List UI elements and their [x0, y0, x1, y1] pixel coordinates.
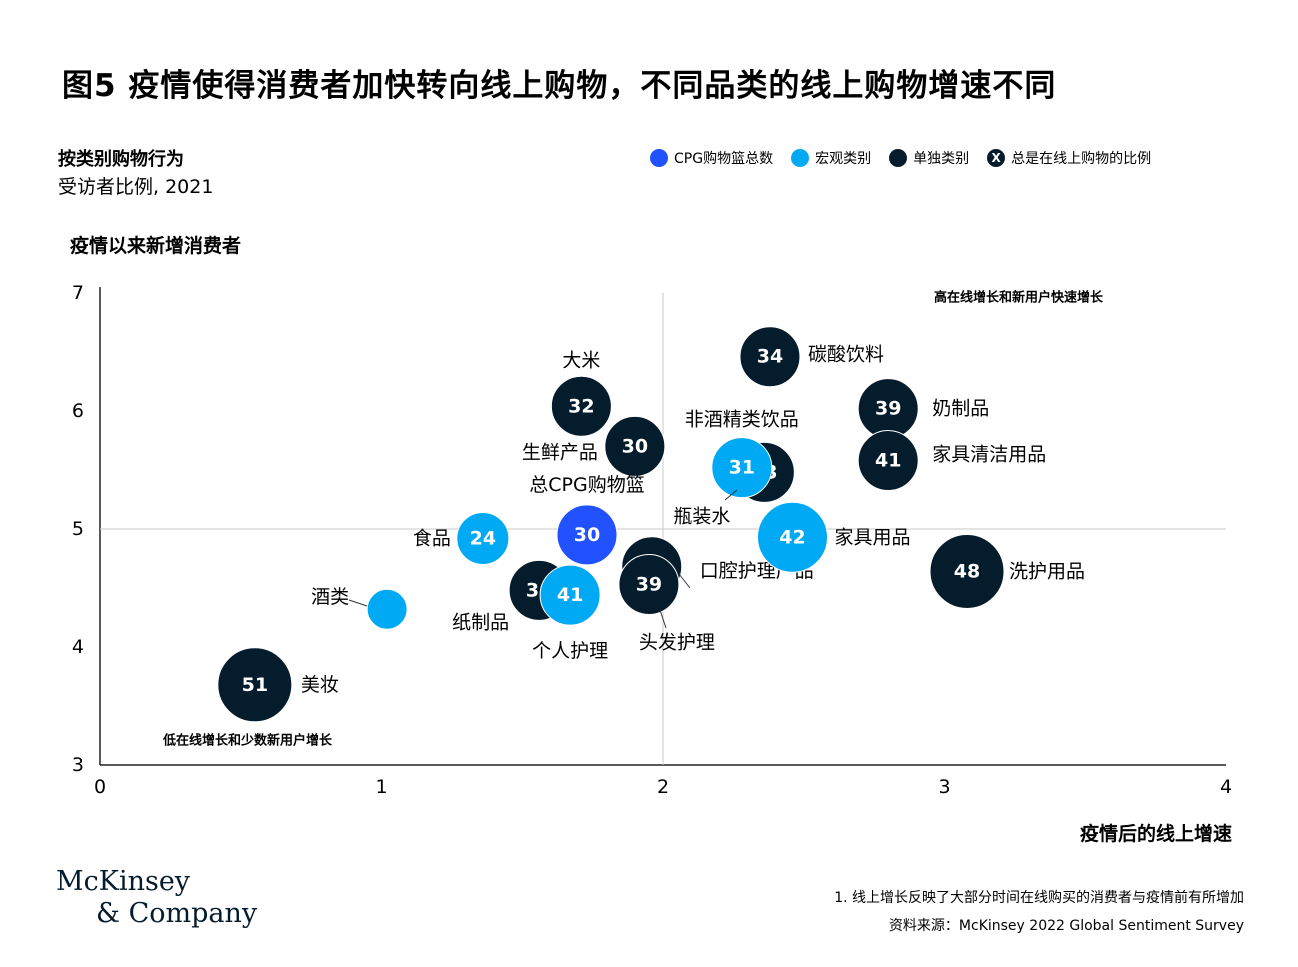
- data-point-value: 51: [242, 674, 268, 696]
- data-point-value: 32: [568, 395, 594, 417]
- data-point: [739, 326, 801, 388]
- data-point-value: 24: [470, 527, 496, 549]
- logo-line-2: & Company: [96, 898, 258, 929]
- data-point: [217, 647, 293, 723]
- data-point: [929, 533, 1005, 609]
- legend-label-always-online: 总是在线上购物的比例: [1011, 151, 1152, 167]
- logo-line-1: McKinsey: [56, 866, 191, 897]
- data-point: [456, 511, 510, 565]
- data-point-label: 头发护理: [639, 631, 715, 653]
- data-point-label: 大米: [562, 349, 600, 371]
- data-point-label: 总CPG购物篮: [529, 474, 644, 496]
- data-point-label: 家具清洁用品: [932, 444, 1046, 466]
- data-point: [711, 437, 773, 499]
- quadrant-label-bottom-left: 低在线增长和少数新用户增长: [162, 733, 333, 749]
- data-point: [756, 501, 828, 573]
- quadrant-label-top-right: 高在线增长和新用户快速增长: [934, 290, 1104, 306]
- footnote: 1. 线上增长反映了大部分时间在线购买的消费者与疫情前有所增加 资料来源：McK…: [834, 884, 1244, 940]
- legend-item-cpg: CPG购物篮总数: [650, 148, 773, 168]
- y-tick-label: 6: [72, 400, 84, 422]
- data-point-label: 非酒精类饮品: [685, 409, 799, 431]
- data-point: [556, 504, 618, 566]
- y-tick-label: 5: [72, 518, 84, 540]
- data-point: [618, 553, 680, 615]
- y-axis-label: 疫情以来新增消费者: [70, 234, 241, 257]
- footnote-note: 1. 线上增长反映了大部分时间在线购买的消费者与疫情前有所增加: [834, 890, 1244, 906]
- legend-dot-single: [889, 149, 908, 167]
- data-point-label: 奶制品: [932, 398, 989, 420]
- footnote-source: 资料来源：McKinsey 2022 Global Sentiment Surv…: [888, 918, 1244, 934]
- data-point-value: 48: [954, 560, 980, 582]
- data-point: [539, 564, 601, 626]
- legend-x-icon: X: [987, 149, 1006, 167]
- data-point-label: 瓶装水: [673, 505, 730, 527]
- y-tick-label: 7: [72, 282, 84, 304]
- data-point-value: 39: [636, 573, 662, 595]
- data-point-label: 家具用品: [834, 526, 910, 548]
- chart-legend: CPG购物篮总数 宏观类别 单独类别 X 总是在线上购物的比例: [650, 148, 1169, 168]
- legend-label-cpg: CPG购物篮总数: [674, 151, 774, 167]
- legend-item-single: 单独类别: [889, 148, 969, 168]
- data-point-label: 食品: [413, 527, 451, 549]
- x-tick-label: 4: [1220, 776, 1232, 798]
- x-axis-label: 疫情后的线上增速: [1080, 822, 1232, 845]
- leader-line-water: [724, 489, 738, 501]
- data-point-value: 30: [574, 524, 600, 546]
- data-point: [857, 430, 919, 492]
- chart-subtitle: 按类别购物行为: [58, 149, 184, 170]
- data-point-label: 个人护理: [532, 640, 608, 662]
- data-point-label: 酒类: [311, 586, 349, 608]
- data-point: [604, 415, 666, 477]
- x-tick-label: 2: [657, 776, 669, 798]
- data-point-label: 洗护用品: [1009, 560, 1085, 582]
- data-point-value: 41: [875, 450, 901, 472]
- chart-subtitle-units: 受访者比例, 2021: [58, 176, 214, 198]
- data-point-label: 碳酸饮料: [808, 344, 884, 366]
- legend-dot-macro: [791, 149, 810, 167]
- data-point-value: 31: [729, 457, 755, 479]
- data-point-label: 纸制品: [452, 611, 509, 633]
- data-point: [550, 375, 612, 437]
- page-title: 图5 疫情使得消费者加快转向线上购物，不同品类的线上购物增速不同: [62, 68, 1057, 104]
- data-point-value: 39: [875, 398, 901, 420]
- legend-label-macro: 宏观类别: [815, 151, 872, 167]
- legend-item-macro: 宏观类别: [791, 148, 871, 168]
- data-point: [366, 588, 408, 630]
- x-tick-label: 1: [375, 776, 387, 798]
- data-point-value: 34: [757, 346, 783, 368]
- y-tick-label: 4: [72, 636, 84, 658]
- data-point-label: 生鲜产品: [522, 441, 598, 463]
- x-tick-label: 3: [938, 776, 950, 798]
- leader-line-oral: [678, 573, 691, 589]
- y-tick-label: 3: [72, 754, 84, 776]
- data-point-value: 41: [557, 584, 583, 606]
- leader-line-hair: [659, 609, 667, 629]
- leader-line-alcohol: [348, 599, 368, 607]
- data-point-label: 美妆: [301, 674, 339, 696]
- legend-label-single: 单独类别: [913, 151, 970, 167]
- data-point-value: 30: [622, 435, 648, 457]
- data-point-value: 42: [779, 526, 805, 548]
- legend-item-always-online: X 总是在线上购物的比例: [987, 148, 1151, 168]
- legend-dot-cpg: [650, 149, 668, 167]
- x-tick-label: 0: [94, 776, 106, 798]
- mckinsey-logo: McKinsey & Company: [56, 866, 257, 930]
